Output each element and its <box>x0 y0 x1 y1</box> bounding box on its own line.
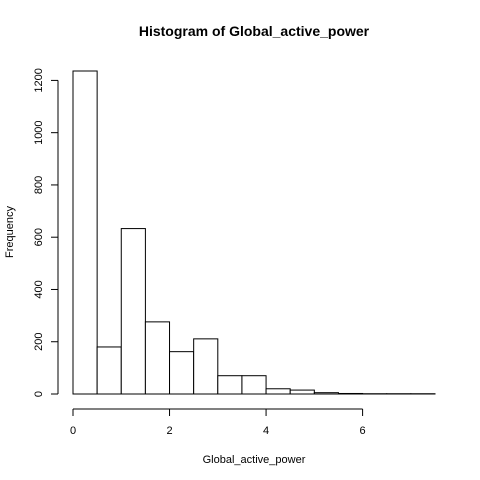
histogram-bar <box>169 351 195 395</box>
y-tick-label: 0 <box>33 391 45 397</box>
histogram-bar <box>337 392 364 395</box>
histogram-bar <box>193 338 219 395</box>
y-tick-label: 1000 <box>33 120 45 144</box>
histogram-bar <box>241 375 267 395</box>
histogram-bar <box>313 392 339 395</box>
histogram-bar <box>217 375 243 395</box>
y-tick-label: 200 <box>33 333 45 351</box>
x-axis-label: Global_active_power <box>203 454 306 466</box>
y-tick-label: 800 <box>33 176 45 194</box>
histogram-bar <box>289 389 315 395</box>
histogram-bar <box>144 321 171 395</box>
y-axis: 0 200 400 600 800 1000 1200 <box>33 68 59 397</box>
y-tick-label: 400 <box>33 280 45 298</box>
histogram-bar <box>96 346 122 395</box>
histogram-bar <box>265 388 291 395</box>
chart-title: Histogram of Global_active_power <box>139 23 370 39</box>
y-tick-label: 600 <box>33 228 45 246</box>
histogram-bar <box>120 228 146 395</box>
x-tick-label: 0 <box>70 425 76 437</box>
y-axis-label: Frequency <box>4 206 16 258</box>
x-tick-label: 4 <box>263 425 269 437</box>
y-tick-label: 1200 <box>33 68 45 92</box>
x-axis: 0 2 4 6 <box>70 408 366 437</box>
histogram-bars <box>72 70 436 395</box>
histogram-bar <box>72 70 98 395</box>
x-tick-label: 2 <box>166 425 172 437</box>
x-tick-label: 6 <box>360 425 366 437</box>
